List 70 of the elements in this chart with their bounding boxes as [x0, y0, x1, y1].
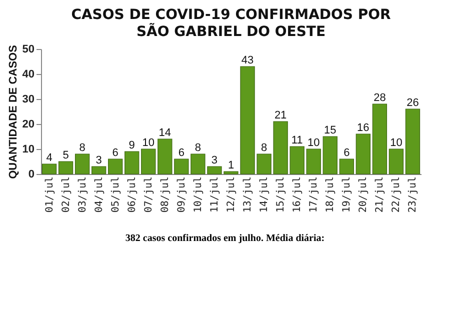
x-tick-label: 23/jul: [408, 176, 419, 213]
bar: [108, 158, 123, 174]
x-tick-label: 13/jul: [242, 176, 254, 213]
x-tick-label: 08/jul: [160, 176, 171, 213]
data-label: 3: [96, 154, 102, 166]
x-tick-label: 12/jul: [226, 176, 237, 213]
bar: [306, 148, 321, 174]
x-tick-label: 14/jul: [259, 176, 270, 213]
x-tick-label: 11/jul: [209, 176, 220, 213]
x-tick-label: 15/jul: [276, 176, 287, 213]
data-label: 6: [112, 147, 118, 159]
bar: [388, 148, 404, 174]
chart-subtitle: SÃO GABRIEL DO OESTE: [136, 22, 326, 40]
x-tick-label: 04/jul: [94, 176, 105, 213]
bar: [339, 158, 354, 174]
data-label: 10: [142, 137, 155, 149]
data-label: 11: [291, 134, 303, 146]
y-tick-label: 40: [22, 68, 34, 80]
data-label: 10: [390, 137, 402, 149]
y-tick-label: 0: [28, 168, 34, 180]
data-label: 3: [211, 154, 218, 166]
data-label: 5: [62, 150, 69, 162]
bar: [124, 151, 140, 174]
x-tick-label: 20/jul: [358, 176, 370, 213]
x-tick-label: 10/jul: [192, 176, 204, 213]
data-label: 21: [274, 110, 287, 122]
bar: [322, 136, 338, 174]
data-label: 8: [194, 142, 202, 154]
chart-title: CASOS DE COVID-19 CONFIRMADOS POR: [71, 7, 392, 23]
data-label: 4: [46, 152, 52, 164]
bar: [92, 166, 106, 174]
data-label: 8: [260, 142, 268, 154]
x-tick-label: 18/jul: [325, 176, 336, 213]
data-label: 6: [178, 147, 184, 159]
y-tick-label: 10: [22, 144, 34, 156]
data-label: 16: [357, 122, 370, 134]
data-label: 8: [79, 142, 86, 154]
bar: [58, 161, 74, 174]
x-tick-label: 16/jul: [292, 176, 304, 213]
bar: [42, 164, 57, 174]
data-label: 14: [158, 127, 172, 139]
x-tick-label: 17/jul: [308, 176, 320, 213]
x-tick-label: 05/jul: [110, 176, 122, 213]
data-label: 1: [228, 160, 234, 172]
x-tick-label: 09/jul: [176, 176, 188, 213]
y-axis-title: QUANTIDADE DE CASOS: [7, 45, 20, 179]
y-tick-label: 30: [22, 94, 34, 106]
x-tick-label: 19/jul: [342, 176, 353, 213]
y-tick-label: 20: [22, 118, 34, 130]
x-tick-label: 22/jul: [391, 176, 402, 213]
x-tick-label: 21/jul: [374, 176, 386, 213]
text: 382 casos confirmados em julho. Média diária:: [124, 233, 326, 244]
bar: [141, 148, 156, 174]
x-tick-label: 07/jul: [143, 176, 154, 213]
data-label: 6: [344, 147, 350, 159]
data-label: 9: [128, 140, 135, 152]
x-tick-label: 03/jul: [77, 176, 88, 213]
bar: [372, 104, 388, 174]
x-tick-label: 01/jul: [44, 176, 56, 213]
bar: [405, 108, 420, 174]
x-tick-label: 02/jul: [60, 176, 72, 213]
bar: [74, 154, 90, 174]
data-label: 26: [406, 97, 419, 109]
bar: [356, 134, 370, 174]
data-label: 10: [307, 137, 320, 149]
data-label: 28: [374, 92, 386, 104]
data-label: 43: [241, 54, 254, 66]
data-label: 15: [324, 124, 336, 136]
x-tick-label: 06/jul: [126, 176, 138, 213]
y-tick-label: 50: [22, 44, 34, 56]
